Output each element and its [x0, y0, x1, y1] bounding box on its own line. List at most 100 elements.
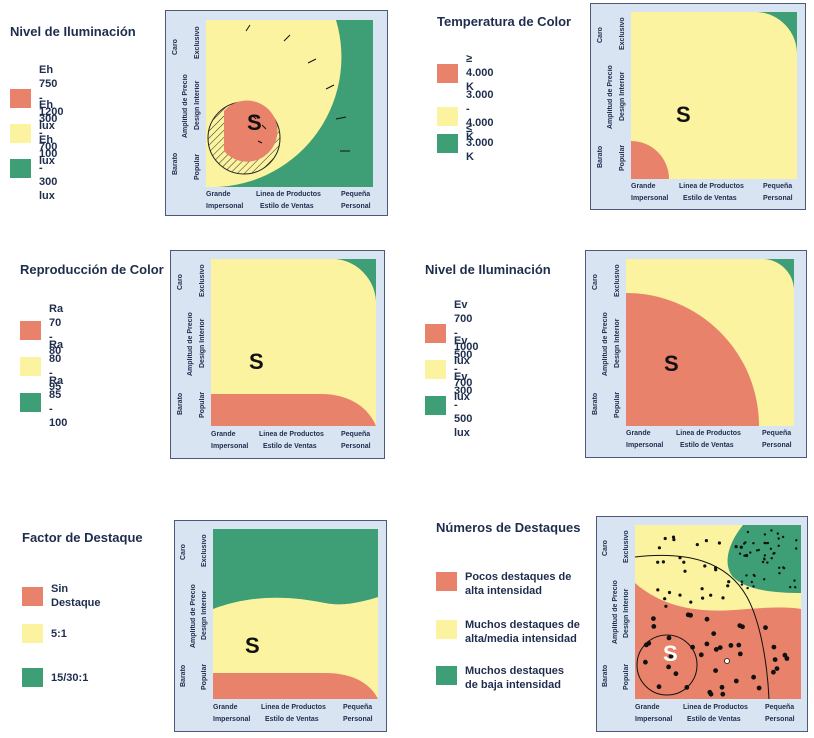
axis-precio-label: Amplitud de Precio [182, 74, 189, 138]
axis-precio-label: Amplitud de Precio [612, 580, 619, 644]
panel-title: Nivel de Iluminación [10, 24, 136, 39]
legend-label: Ev 500 - 700 lux [454, 335, 473, 403]
axis-estilo: Estilo de Ventas [260, 203, 314, 210]
marker-dot [740, 580, 744, 583]
axis-impersonal: Impersonal [211, 443, 249, 450]
panel-title: Nivel de Iluminación [425, 262, 551, 277]
axis-grande: Grande [206, 191, 231, 198]
marker-dot [651, 624, 657, 629]
axis-popular: Popular [623, 663, 630, 691]
marker-dot [695, 543, 699, 547]
area-green [764, 259, 794, 289]
axis-exclusivo: Exclusivo [623, 530, 630, 564]
legend-label: Eh 300 - 700 lux [39, 99, 58, 167]
area-circle [636, 634, 698, 696]
marker-dot [690, 644, 695, 650]
legend-label: Eh 750 - 1200 lux [39, 64, 64, 132]
legend-swatch-yellow [436, 620, 457, 639]
area-red [211, 394, 376, 426]
legend-label: Ra 80 - 95 [49, 339, 64, 393]
axis-grande: Grande [635, 704, 660, 711]
axis-pequena: Pequeña [762, 430, 792, 437]
marker-dot [689, 600, 693, 604]
legend-swatch-red [10, 88, 31, 108]
axis-impersonal: Impersonal [635, 716, 673, 723]
axis-grande: Grande [211, 431, 236, 438]
marker-dot [795, 547, 798, 550]
marker-dot [763, 625, 768, 630]
legend-item: ≤ 3.000 K [437, 122, 494, 164]
axis-exclusivo: Exclusivo [201, 534, 208, 568]
marker-dot [704, 616, 710, 622]
dots-group [643, 529, 798, 697]
segment-s-marker: S [245, 633, 260, 658]
axis-popular: Popular [194, 153, 201, 181]
axis-pequena: Pequeña [343, 704, 373, 711]
axis-impersonal: Impersonal [631, 195, 669, 202]
axis-design-interior: Design Interior [194, 80, 201, 130]
axis-popular: Popular [201, 663, 208, 691]
panel-title: Números de Destaques [436, 520, 581, 535]
legend-item: Eh 750 - 1200 lux [10, 63, 63, 133]
marker-dot [763, 557, 766, 560]
marker-dot [777, 537, 780, 540]
legend-swatch-green [10, 158, 31, 178]
legend-label: Ev 300 - 500 lux [454, 371, 473, 439]
marker-dot [782, 652, 788, 658]
marker-dot [770, 557, 773, 560]
matrix-chart: S Caro Barato Amplitud de Precio Exclusi… [585, 250, 807, 458]
axis-pequena: Pequeña [763, 183, 793, 190]
legend-swatch-yellow [20, 356, 41, 376]
marker-dot [778, 566, 781, 569]
axis-estilo: Estilo de Ventas [683, 195, 737, 202]
marker-dot [713, 668, 718, 673]
area-red [213, 673, 378, 699]
marker-dot [752, 573, 755, 577]
axis-popular: Popular [619, 144, 626, 172]
legend-label: 3.000 - 4.000 K [466, 89, 494, 143]
legend-label: 5:1 [51, 627, 67, 640]
marker-dot [746, 530, 750, 534]
marker-dot [657, 546, 661, 550]
segment-s-marker: S [249, 349, 264, 374]
marker-dot [721, 596, 725, 600]
legend-label: Ra 85 - 100 [49, 375, 68, 429]
panel-title: Temperatura de Color [437, 14, 572, 29]
axis-precio-label: Amplitud de Precio [187, 312, 194, 376]
marker-dot [651, 616, 656, 621]
marker-dot [736, 642, 742, 648]
axis-personal: Personal [762, 442, 792, 449]
marker-dot [666, 664, 671, 670]
marker-dot [769, 547, 773, 550]
legend-item: Eh 100 - 300 lux [10, 133, 57, 203]
axis-exclusivo: Exclusivo [614, 264, 621, 298]
marker-dot [684, 685, 690, 690]
panel-title: Reproducción de Color [20, 262, 164, 277]
marker-dot [682, 560, 686, 564]
legend-swatch-red [425, 323, 446, 343]
marker-dot [782, 566, 785, 569]
legend-swatch-yellow [437, 106, 458, 126]
axis-estilo: Estilo de Ventas [263, 443, 317, 450]
axis-barato: Barato [602, 664, 609, 688]
axis-barato: Barato [180, 664, 187, 688]
marker-dot [719, 684, 725, 690]
chart-plot [213, 529, 378, 699]
area-red [626, 293, 759, 426]
axis-precio-label: Amplitud de Precio [190, 584, 197, 648]
legend-label: Eh 100 - 300 lux [39, 134, 58, 202]
legend-item: Ra 70 - 80 [20, 302, 63, 358]
marker-dot [766, 561, 769, 564]
marker-dot [740, 583, 744, 586]
axis-impersonal: Impersonal [213, 716, 251, 723]
marker-dot [752, 542, 755, 545]
axis-estilo: Estilo de Ventas [680, 442, 734, 449]
axis-personal: Personal [343, 716, 373, 723]
marker-dot [744, 541, 747, 544]
legend-label: Muchos destaques de alta/media intensida… [465, 619, 580, 645]
axis-estilo: Estilo de Ventas [265, 716, 319, 723]
legend-swatch-red [437, 63, 458, 83]
axis-design-interior: Design Interior [623, 588, 630, 638]
marker-dot [666, 635, 672, 641]
legend-item: Sin Destaque [22, 582, 101, 610]
